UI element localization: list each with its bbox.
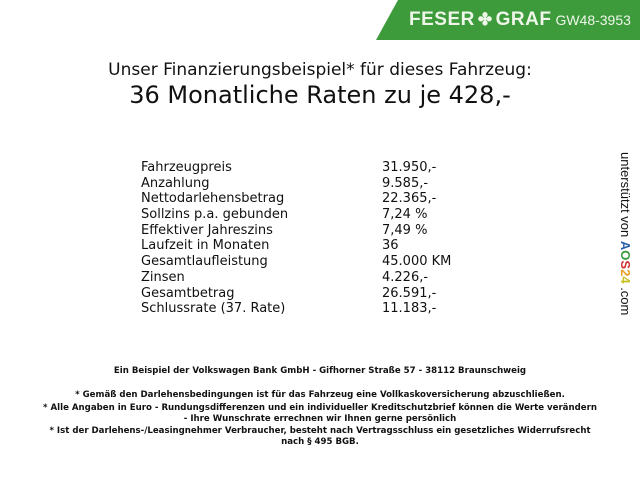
- supported-by-suffix: .com: [618, 287, 633, 316]
- row-label: Anzahlung: [141, 175, 210, 191]
- row-label: Laufzeit in Monaten: [141, 238, 270, 254]
- row-label: Schlussrate (37. Rate): [141, 301, 286, 317]
- row-label: Sollzins p.a. gebunden: [141, 207, 289, 223]
- finance-row: Effektiver Jahreszins 7,49 %: [141, 223, 471, 239]
- footnote-3a: * Ist der Darlehens-/Leasingnehmer Verbr…: [49, 426, 591, 436]
- finance-table: Fahrzeugpreis 31.950,- Anzahlung 9.585,- Net…: [141, 160, 471, 317]
- row-label: Zinsen: [141, 269, 185, 285]
- finance-row: Gesamtbetrag 26.591,-: [141, 286, 471, 302]
- bank-info: Ein Beispiel der Volkswagen Bank GmbH - …: [113, 366, 527, 376]
- finance-row: Gesamtlaufleistung 45.000 KM: [141, 254, 471, 270]
- footnote-3b: nach § 495 BGB.: [281, 437, 359, 447]
- title-line2: 36 Monatliche Raten zu je 428,-: [129, 81, 511, 109]
- finance-row: Anzahlung 9.585,-: [141, 176, 471, 192]
- row-value: 36: [382, 238, 399, 254]
- dealer-banner: FESER ✤ GRAF GW48-3953: [376, 0, 640, 40]
- finance-row: Sollzins p.a. gebunden 7,24 %: [141, 207, 471, 223]
- row-value: 11.183,-: [382, 301, 437, 317]
- row-label: Nettodarlehensbetrag: [141, 191, 285, 207]
- finance-row: Zinsen 4.226,-: [141, 270, 471, 286]
- row-value: 22.365,-: [382, 191, 437, 207]
- row-value: 7,24 %: [382, 207, 428, 223]
- row-value: 4.226,-: [382, 269, 429, 285]
- finance-row: Laufzeit in Monaten 36: [141, 238, 471, 254]
- clover-icon: ✤: [477, 10, 493, 29]
- dealer-logo: FESER ✤ GRAF GW48-3953: [409, 9, 631, 31]
- footnote-1: * Gemäß den Darlehensbedingungen ist für…: [75, 390, 565, 400]
- vehicle-code: GW48-3953: [555, 12, 631, 28]
- row-value: 26.591,-: [382, 285, 437, 301]
- row-label: Gesamtbetrag: [141, 285, 235, 301]
- supported-by: unterstützt von AOS24 .com: [618, 152, 633, 315]
- title-line1: Unser Finanzierungsbeispiel* für dieses …: [108, 60, 532, 80]
- row-label: Fahrzeugpreis: [141, 160, 232, 175]
- finance-row: Nettodarlehensbetrag 22.365,-: [141, 191, 471, 207]
- finance-row: Fahrzeugpreis 31.950,-: [141, 160, 471, 176]
- supported-by-text: unterstützt von: [618, 152, 633, 238]
- row-value: 45.000 KM: [382, 254, 452, 270]
- row-value: 31.950,-: [382, 160, 437, 175]
- footnote-2a: * Alle Angaben in Euro - Rundungsdiffere…: [43, 403, 597, 413]
- footnote-2b: - Ihre Wunschrate errechnen wir Ihnen ge…: [183, 414, 457, 424]
- finance-row: Schlussrate (37. Rate) 11.183,-: [141, 301, 471, 317]
- row-value: 7,49 %: [382, 222, 428, 238]
- row-label: Gesamtlaufleistung: [141, 254, 268, 270]
- brand-left: FESER: [409, 9, 475, 30]
- brand-right: GRAF: [495, 9, 552, 30]
- row-label: Effektiver Jahreszins: [141, 222, 273, 238]
- aos24-logo: AOS24: [618, 240, 633, 284]
- row-value: 9.585,-: [382, 175, 429, 191]
